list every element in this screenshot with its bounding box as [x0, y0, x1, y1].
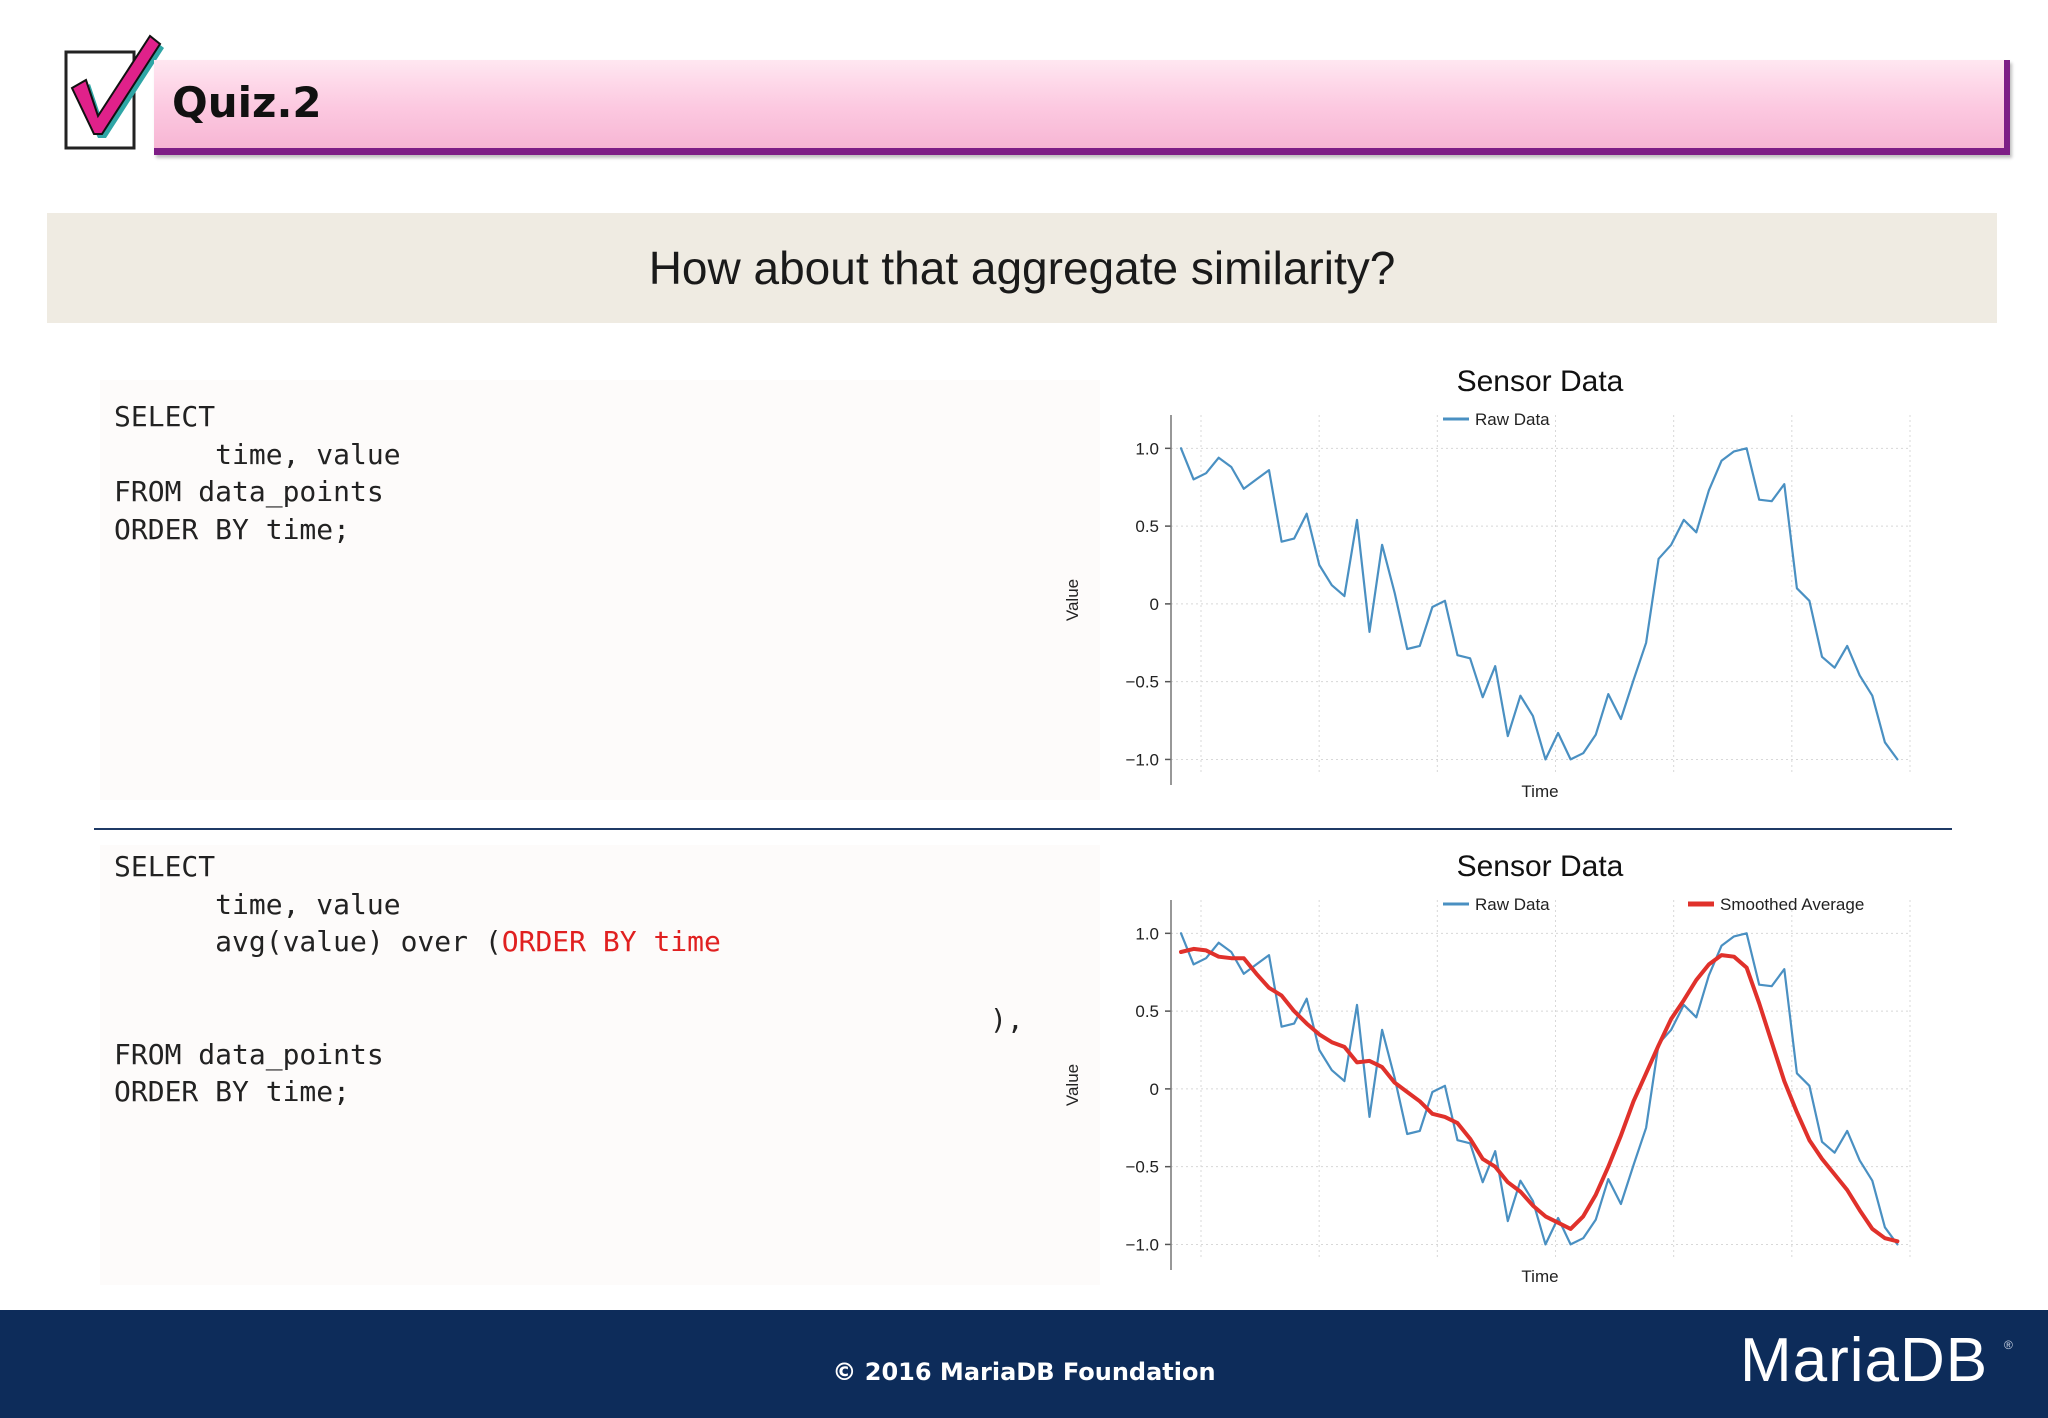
- y-tick-label: −0.5: [1125, 1158, 1159, 1177]
- code-line: time, value: [114, 437, 401, 471]
- code-line: SELECT: [114, 850, 216, 883]
- smoothed-average-line: [1179, 946, 1900, 1244]
- y-tick-label: 1.0: [1135, 924, 1159, 943]
- sensor-chart-smoothed: 1.0 0.5 0 −0.5 −1.0 Sensor Data Time Value Raw D…: [1063, 850, 1911, 1286]
- y-tick-label: −1.0: [1125, 750, 1159, 769]
- footer-copyright: © 2016 MariaDB Foundation: [832, 1358, 1216, 1386]
- code-line: [114, 961, 721, 999]
- code-closing-paren: ),: [990, 1003, 1024, 1036]
- question-text: How about that aggregate similarity?: [648, 242, 1396, 294]
- y-axis-label: Value: [1063, 1064, 1082, 1106]
- x-axis-label: Time: [1521, 782, 1558, 801]
- code-block-bottom: SELECT time, value avg(value) over (ORDE…: [114, 848, 721, 1111]
- sensor-chart-raw: 1.0 0.5 0 −0.5 −1.0 Sensor Data Time Value Raw D…: [1063, 365, 1911, 801]
- legend-label: Raw Data: [1475, 895, 1550, 914]
- header-bar: [154, 60, 2010, 155]
- checkmark-icon: [64, 34, 164, 150]
- code-line: FROM data_points: [114, 475, 384, 508]
- code-line: [114, 998, 721, 1036]
- page-title: Quiz.2: [172, 78, 322, 127]
- y-tick-label: 1.0: [1135, 439, 1159, 458]
- code-line: SELECT: [114, 400, 216, 433]
- code-line: avg(value) over (ORDER BY time: [114, 923, 721, 961]
- code-line: ORDER BY time;: [114, 512, 351, 546]
- legend-label: Smoothed Average: [1720, 895, 1864, 914]
- divider: [94, 828, 1952, 830]
- mariadb-logo: MariaDB: [1740, 1326, 1989, 1395]
- code-fragment: avg(value) over (: [114, 925, 502, 958]
- code-line: time, value: [114, 887, 401, 921]
- y-tick-label: 0: [1150, 1080, 1159, 1099]
- registered-mark: ®: [2004, 1338, 2013, 1352]
- code-block-top: SELECT time, value FROM data_points ORDER …: [114, 398, 401, 548]
- x-axis-label: Time: [1521, 1267, 1558, 1286]
- code-highlight: ORDER BY time: [501, 925, 721, 958]
- chart-title: Sensor Data: [1457, 365, 1624, 398]
- code-panel-bottom: [100, 845, 1100, 1285]
- footer-bar: [0, 1310, 2048, 1418]
- y-axis-label: Value: [1063, 579, 1082, 621]
- y-tick-label: 0.5: [1135, 1002, 1159, 1021]
- code-line: FROM data_points: [114, 1037, 384, 1071]
- code-line: ORDER BY time;: [114, 1075, 351, 1108]
- raw-data-line: [1179, 932, 1899, 1246]
- y-tick-label: 0.5: [1135, 517, 1159, 536]
- y-tick-label: −0.5: [1125, 673, 1159, 692]
- raw-data-line: [1179, 447, 1899, 761]
- y-tick-label: 0: [1150, 595, 1159, 614]
- code-panel-top: [100, 380, 1100, 800]
- legend-label: Raw Data: [1475, 410, 1550, 429]
- chart-title: Sensor Data: [1457, 850, 1624, 883]
- y-tick-label: −1.0: [1125, 1235, 1159, 1254]
- question-band: How about that aggregate similarity?: [47, 213, 1997, 323]
